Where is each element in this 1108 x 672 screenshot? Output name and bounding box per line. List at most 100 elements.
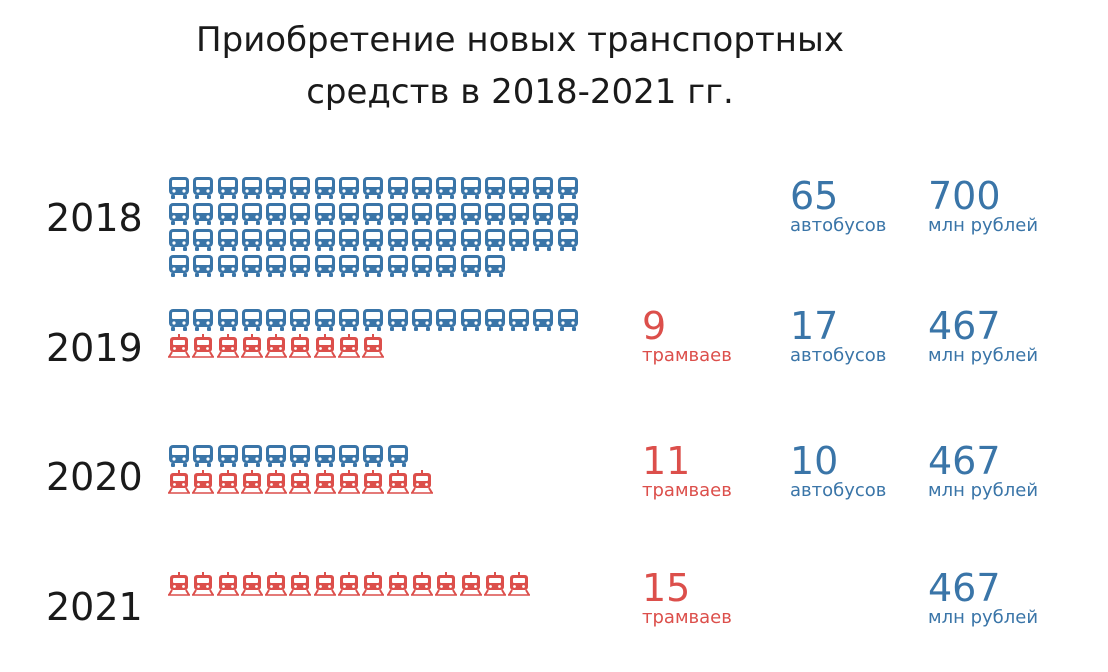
bus-icon [387, 445, 408, 467]
icon-line [168, 202, 588, 228]
bus-icon [241, 203, 262, 225]
trams-label: трамваев [642, 607, 732, 628]
budget-amount: 700 [928, 174, 1001, 218]
tram-icon [216, 572, 239, 596]
bus-icon [314, 229, 335, 251]
trams-stat: 9 трамваев [642, 306, 732, 366]
icon-line [168, 176, 588, 202]
bus-icon [557, 229, 578, 251]
bus-icon [193, 203, 214, 225]
bus-icon [339, 203, 360, 225]
bus-icon [363, 177, 384, 199]
icon-line [168, 334, 588, 360]
icon-line [168, 228, 588, 254]
bus-icon [484, 229, 505, 251]
tram-icon [289, 334, 312, 358]
bus-icon [339, 255, 360, 277]
bus-icon [387, 309, 408, 331]
chart-title-line-1: Приобретение новых транспортных [196, 20, 844, 60]
bus-icon [193, 229, 214, 251]
bus-icon [387, 177, 408, 199]
tram-icon [240, 334, 263, 358]
bus-icon [339, 309, 360, 331]
bus-icon [290, 309, 311, 331]
bus-icon [241, 229, 262, 251]
tram-icon [410, 572, 433, 596]
tram-icon [313, 470, 336, 494]
icon-line [168, 572, 588, 598]
trams-stat: 11 трамваев [642, 441, 732, 501]
bus-icon [217, 177, 238, 199]
bus-icon [557, 177, 578, 199]
tram-icon [338, 572, 361, 596]
buses-count: 17 [790, 304, 839, 348]
bus-icon [509, 229, 530, 251]
trams-count: 15 [642, 566, 691, 610]
buses-stat: 17 автобусов [790, 306, 886, 366]
budget-stat: 700 млн рублей [928, 176, 1038, 236]
tram-icon [435, 572, 458, 596]
tram-icon [483, 572, 506, 596]
budget-label: млн рублей [928, 345, 1039, 366]
buses-count: 10 [790, 439, 839, 483]
bus-icon [411, 177, 432, 199]
tram-icon [459, 572, 482, 596]
bus-icon [339, 229, 360, 251]
icon-group-2019 [168, 308, 588, 360]
bus-icon [411, 203, 432, 225]
bus-icon [363, 229, 384, 251]
year-label: 2019 [46, 326, 143, 370]
tram-icon [240, 470, 263, 494]
tram-icon [216, 334, 239, 358]
budget-amount: 467 [928, 304, 1001, 348]
bus-icon [169, 309, 189, 331]
tram-icon [168, 572, 190, 596]
trams-stat: 15 трамваев [642, 568, 732, 628]
bus-icon [241, 445, 262, 467]
tram-icon [192, 334, 215, 358]
trams-count: 9 [642, 304, 667, 348]
bus-icon [169, 177, 189, 199]
buses-stat: 65 автобусов [790, 176, 886, 236]
budget-stat: 467 млн рублей [928, 568, 1038, 628]
bus-icon [509, 309, 530, 331]
tram-icon [265, 334, 288, 358]
bus-icon [411, 309, 432, 331]
bus-icon [387, 229, 408, 251]
buses-count: 65 [790, 174, 839, 218]
bus-icon [387, 203, 408, 225]
bus-icon [339, 177, 360, 199]
tram-icon [362, 470, 385, 494]
icon-line [168, 444, 588, 470]
bus-icon [533, 229, 554, 251]
bus-icon [509, 177, 530, 199]
bus-icon [363, 445, 384, 467]
bus-icon [241, 309, 262, 331]
tram-icon [386, 470, 409, 494]
tram-icon [386, 572, 409, 596]
bus-icon [436, 177, 457, 199]
bus-icon [484, 177, 505, 199]
tram-icon [508, 572, 531, 596]
tram-icon [362, 334, 385, 358]
bus-icon [557, 309, 578, 331]
tram-icon [240, 572, 263, 596]
bus-icon [533, 309, 554, 331]
bus-icon [290, 229, 311, 251]
chart-title: Приобретение новых транспортных средств … [0, 14, 1040, 118]
bus-icon [266, 229, 287, 251]
bus-icon [290, 445, 311, 467]
bus-icon [217, 445, 238, 467]
budget-amount: 467 [928, 566, 1001, 610]
tram-icon [410, 470, 433, 494]
buses-label: автобусов [790, 215, 887, 236]
icon-group-2020 [168, 444, 588, 496]
year-label: 2018 [46, 196, 143, 240]
tram-icon [289, 572, 312, 596]
tram-icon [216, 470, 239, 494]
bus-icon [314, 445, 335, 467]
bus-icon [411, 255, 432, 277]
bus-icon [266, 177, 287, 199]
bus-icon [266, 445, 287, 467]
tram-icon [338, 470, 361, 494]
